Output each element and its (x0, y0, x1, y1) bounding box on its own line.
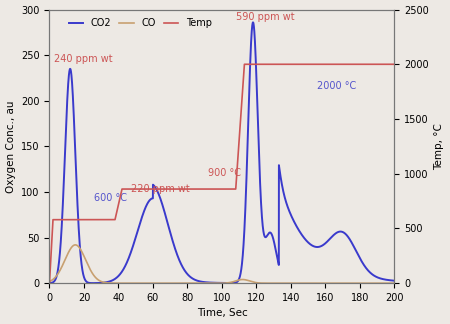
Line: CO2: CO2 (50, 22, 394, 283)
X-axis label: Time, Sec: Time, Sec (197, 308, 248, 318)
CO2 (364, 267, 369, 271)
Temp (364, 62, 369, 66)
Legend: CO2, CO, Temp: CO2, CO, Temp (65, 14, 216, 32)
Text: 600 °C: 600 °C (94, 193, 127, 203)
Line: Temp: Temp (50, 64, 394, 283)
Temp (194, 187, 200, 191)
Y-axis label: Temp, °C: Temp, °C (434, 123, 445, 170)
CO2 (90, 281, 95, 285)
Text: 220 ppm wt: 220 ppm wt (130, 184, 189, 194)
Temp (192, 187, 197, 191)
Temp (381, 62, 387, 66)
CO (381, 281, 387, 285)
CO (192, 281, 197, 285)
CO (364, 281, 369, 285)
Text: 900 °C: 900 °C (208, 168, 241, 178)
Y-axis label: Oxygen Conc., au: Oxygen Conc., au (5, 100, 16, 192)
Temp (297, 62, 303, 66)
CO (211, 281, 216, 285)
CO2 (250, 20, 256, 24)
CO (72, 243, 78, 247)
CO2 (297, 230, 303, 234)
Temp (392, 62, 397, 66)
Text: 240 ppm wt: 240 ppm wt (54, 53, 112, 64)
CO (392, 281, 397, 285)
Temp (47, 281, 52, 285)
CO2 (47, 281, 52, 285)
CO (297, 281, 303, 285)
CO2 (192, 278, 197, 282)
CO2 (381, 277, 387, 281)
Text: 2000 °C: 2000 °C (317, 81, 356, 91)
CO2 (194, 279, 200, 283)
Line: CO: CO (50, 245, 394, 283)
Temp (211, 187, 216, 191)
CO2 (392, 279, 397, 283)
CO2 (211, 281, 216, 285)
CO (47, 280, 52, 284)
CO (194, 281, 200, 285)
Text: 590 ppm wt: 590 ppm wt (236, 12, 294, 22)
Temp (242, 62, 247, 66)
